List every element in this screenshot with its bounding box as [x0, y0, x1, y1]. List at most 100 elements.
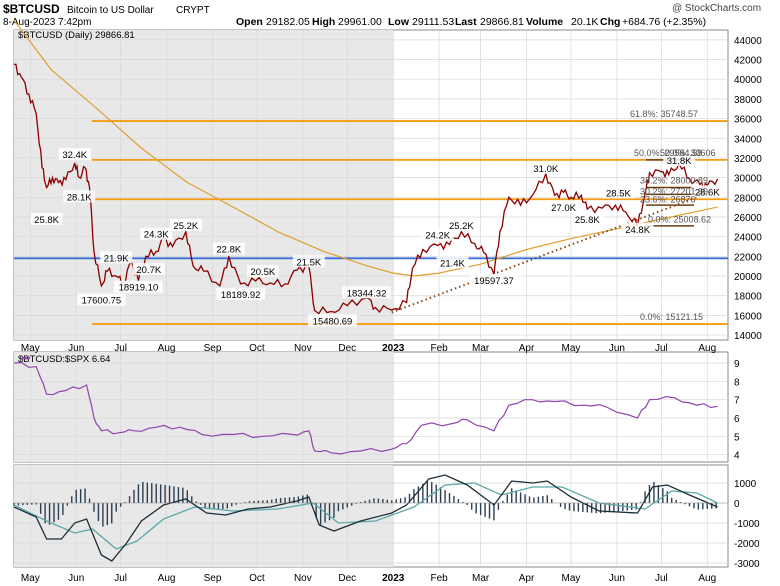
price-chart-title: $BTCUSD (Daily) 29866.81 [18, 30, 135, 41]
price-ytick-label: 30000 [734, 174, 762, 185]
chg-value: +684.76 (+2.35%) [622, 16, 706, 28]
price-ytick-label: 38000 [734, 95, 762, 106]
price-ytick-label: 22000 [734, 252, 762, 263]
price-annotation: 28.1K [63, 190, 96, 203]
annotation-label: 15480.69 [313, 317, 353, 328]
price-annotation: 22.8K [212, 242, 245, 255]
month-label-top: Aug [698, 343, 716, 354]
fib-label: 50.0%: 30606 [660, 148, 716, 158]
annotation-label: 28.6K [695, 187, 720, 198]
ratio-shade [14, 352, 394, 462]
annotation-box [571, 212, 604, 225]
high-label: High [312, 16, 335, 28]
price-ytick-label: 14000 [734, 331, 762, 342]
month-label-bottom: Jul [655, 573, 668, 584]
annotation-label: 27.0K [551, 203, 576, 214]
macd-ytick-label: -1000 [734, 519, 760, 530]
annotation-box [663, 153, 696, 166]
price-annotation: 18344.32 [342, 286, 391, 299]
macd-shade [14, 465, 394, 567]
price-annotation: 18189.92 [216, 287, 266, 301]
month-label-top: Jul [655, 343, 668, 354]
annotation-box [421, 228, 454, 241]
annotation-label: 22.8K [216, 244, 241, 255]
annotation-label: 17600.75 [82, 296, 122, 307]
price-annotation: 15480.69 [308, 314, 357, 328]
ratio-ytick-label: 8 [734, 377, 740, 388]
price-annotation: 24.8K [621, 222, 654, 236]
annotation-label: 21.4K [440, 258, 465, 269]
month-label-bottom: Apr [519, 573, 535, 584]
high-value: 29961.00 [338, 16, 382, 28]
price-annotation: 21.9K [100, 251, 133, 264]
macd-panel: -3000 -2000 -1000 0 1000 [13, 464, 760, 570]
fib-label: 30.2%: 27201.39 [640, 186, 708, 196]
price-annotation: 32.4K [58, 148, 91, 161]
price-ytick-label: 44000 [734, 36, 762, 47]
price-ytick-label: 42000 [734, 56, 762, 67]
month-label-bottom: 2023 [382, 573, 405, 584]
price-annotation: 28.5K [602, 186, 635, 199]
annotation-box [529, 161, 562, 174]
low-value: 29111.53 [412, 16, 454, 28]
open-value: 29182.05 [266, 16, 310, 28]
annotation-label: 21.5K [296, 257, 321, 268]
price-annotation: 27.0K [547, 201, 580, 214]
price-annotation: 31.8K [663, 153, 696, 167]
price-annotation: 25.2K [169, 218, 202, 232]
price-ytick-label: 28000 [734, 193, 762, 204]
annotation-box [547, 201, 580, 214]
price-ytick-label: 40000 [734, 75, 762, 86]
macd-line [13, 474, 718, 562]
month-label-bottom: Jun [68, 573, 84, 584]
annotation-box [621, 222, 654, 235]
ratio-ytick-label: 4 [734, 451, 740, 462]
price-annotation: 20.7K [132, 263, 165, 276]
price-panel: 14000 16000 18000 20000 22000 24000 26000 28000… [13, 19, 762, 342]
ratio-chart-title: $BTCUSD:$SPX 6.64 [18, 354, 110, 365]
annotation-box [140, 227, 173, 240]
macd-ytick-label: -2000 [734, 539, 760, 550]
price-annotation: 25.2K [445, 218, 478, 232]
macd-ytick-label: 0 [734, 499, 740, 510]
annotation-box [132, 263, 165, 276]
fib-label: 0.0%: 15121.15 [640, 312, 703, 322]
month-label-top: Sep [204, 343, 222, 354]
price-annotation: 17600.75 [76, 293, 126, 307]
annotation-box [445, 218, 478, 231]
annotation-box [469, 273, 519, 286]
annotation-label: 18189.92 [221, 290, 261, 301]
price-annotation: 19597.37 [469, 273, 519, 287]
annotation-label: 28.1K [67, 192, 92, 203]
x-axis: May May Jun Jun Jul Jul Aug Aug Sep Sep Oct Oct Nov N… [21, 343, 716, 584]
price-ytick-label: 24000 [734, 233, 762, 244]
annotation-label: 24.8K [625, 225, 650, 236]
annotation-box [246, 265, 279, 278]
month-label-bottom: Aug [698, 573, 716, 584]
price-annotation: 24.2K [421, 228, 454, 242]
month-label-bottom: Aug [158, 573, 176, 584]
open-label: Open [236, 16, 263, 28]
annotation-label: 24.2K [425, 231, 450, 242]
month-label-bottom: May [21, 573, 40, 584]
ratio-ytick-label: 6 [734, 414, 740, 425]
ratio-ytick-label: 7 [734, 396, 740, 407]
ratio-line [13, 361, 718, 455]
annotation-box [216, 287, 266, 300]
annotation-box [100, 251, 133, 264]
annotation-box [114, 280, 163, 293]
price-annotation: 28.6K [691, 185, 724, 198]
month-label-bottom: Jul [114, 573, 127, 584]
annotation-label: 28.5K [606, 188, 631, 199]
annotation-box [602, 186, 635, 199]
annotation-label: 24.3K [144, 230, 169, 241]
low-label: Low [388, 16, 410, 28]
price-annotation: 24.3K [140, 227, 173, 241]
annotation-label: 32.4K [62, 150, 87, 161]
month-label-bottom: Feb [431, 573, 449, 584]
price-annotation: 21.4K [436, 256, 469, 269]
price-annotation: 25.8K [30, 212, 63, 226]
volume-label: Volume [526, 16, 563, 28]
fib-label: 38.2%: 28000.89 [640, 175, 708, 185]
